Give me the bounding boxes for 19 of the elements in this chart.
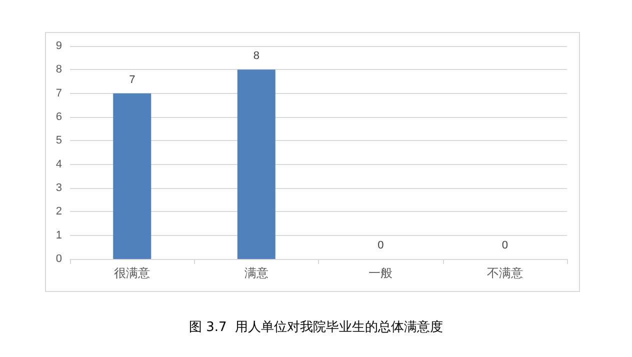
y-tick-label: 7 bbox=[56, 87, 62, 100]
data-label: 7 bbox=[129, 74, 136, 86]
data-label: 0 bbox=[502, 240, 508, 252]
text: 图 3.7 用人单位对我院毕业生的总体满意度 bbox=[188, 319, 444, 335]
x-tick-label: 满意 bbox=[244, 266, 268, 280]
y-tick-label: 3 bbox=[56, 182, 62, 194]
y-tick-label: 4 bbox=[56, 158, 62, 170]
y-tick-label: 2 bbox=[56, 206, 62, 218]
y-tick-label: 5 bbox=[56, 134, 62, 147]
y-tick-label: 8 bbox=[56, 64, 62, 76]
data-label: 0 bbox=[378, 240, 384, 252]
y-tick-label: 9 bbox=[56, 40, 62, 52]
x-tick-label: 很满意 bbox=[114, 266, 150, 280]
x-tick-label: 不满意 bbox=[486, 266, 523, 280]
y-tick-label: 1 bbox=[56, 229, 62, 242]
y-tick-label: 0 bbox=[56, 253, 62, 265]
y-tick-label: 6 bbox=[56, 111, 62, 123]
x-tick-label: 一般 bbox=[368, 266, 393, 280]
data-label: 8 bbox=[253, 50, 260, 62]
